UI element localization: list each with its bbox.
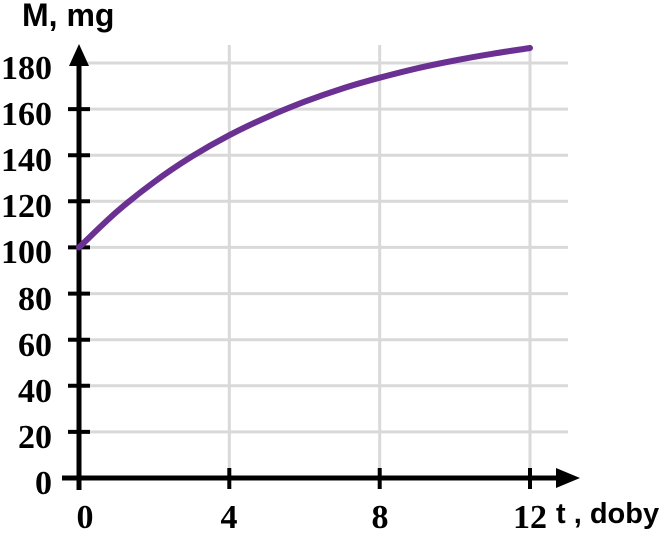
y-tick-label: 120: [1, 188, 52, 225]
y-tick-label: 60: [18, 327, 52, 364]
x-tick-label: 8: [371, 499, 389, 533]
x-tick-label: 0: [76, 499, 94, 533]
y-tick-label: 100: [1, 234, 52, 271]
y-tick-label: 80: [18, 281, 52, 318]
x-axis-title: t , doby: [556, 498, 660, 530]
y-tick-label: 160: [1, 96, 52, 133]
y-tick-label: 180: [1, 50, 52, 87]
x-tick-label: 12: [513, 499, 547, 533]
y-tick-label: 140: [1, 142, 52, 179]
y-tick-label: 20: [18, 419, 52, 456]
x-tick-label: 4: [220, 499, 238, 533]
y-axis-title: M, mg: [22, 0, 115, 33]
y-tick-label: 0: [35, 465, 52, 502]
data-curve: [76, 45, 533, 251]
x-axis-arrow-icon: [556, 468, 580, 488]
y-axis-arrow-icon: [69, 44, 89, 66]
y-tick-label: 40: [18, 373, 52, 410]
